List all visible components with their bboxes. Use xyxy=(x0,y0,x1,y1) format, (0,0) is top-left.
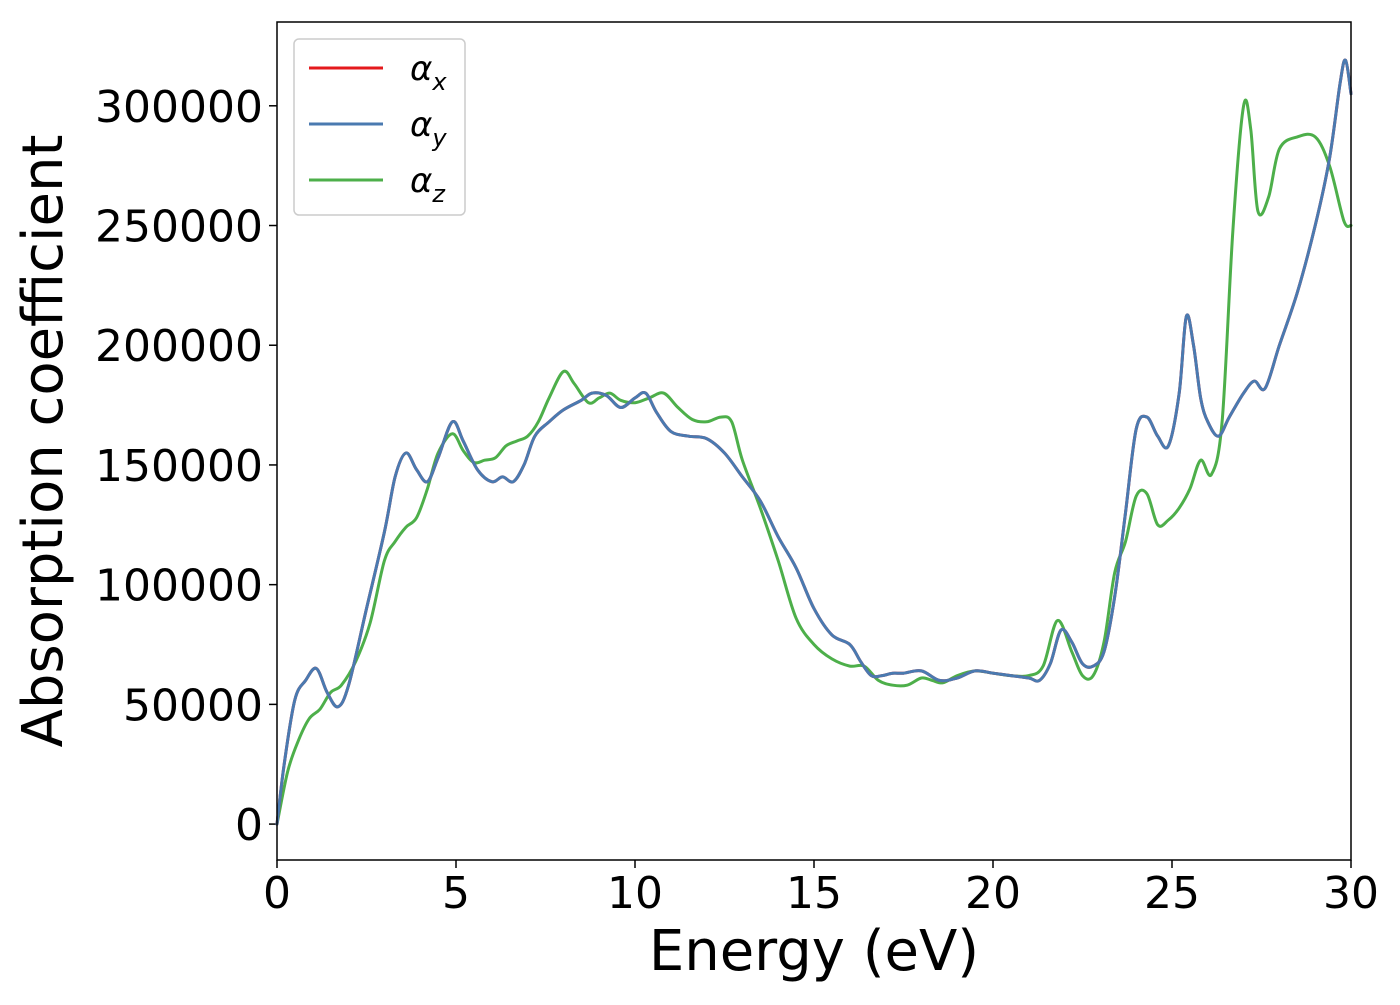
x-tick-label: 0 xyxy=(263,868,291,919)
legend-label-main: α xyxy=(410,161,432,201)
x-tick-label: 30 xyxy=(1323,868,1379,919)
plot-frame xyxy=(276,21,1352,861)
legend-label-main: α xyxy=(410,49,432,89)
axis-ticks: 0 5 10 15 20 25 30 0 50000 100000 150000 200000 2500… xyxy=(95,82,1379,919)
y-tick-label: 50000 xyxy=(123,680,263,731)
x-tick-label: 5 xyxy=(442,868,470,919)
legend-label-x: αx xyxy=(410,49,447,96)
x-tick-label: 10 xyxy=(607,868,663,919)
y-tick-label: 100000 xyxy=(95,561,263,612)
legend-box xyxy=(293,38,466,216)
y-tick-label: 250000 xyxy=(95,202,263,253)
series-line-y xyxy=(275,58,1353,826)
x-tick-label: 25 xyxy=(1144,868,1200,919)
legend-label-sub: z xyxy=(431,180,446,208)
y-axis-label: Absorption coefficient xyxy=(11,135,76,748)
legend-label-z: αz xyxy=(410,161,446,208)
legend-label-main: α xyxy=(410,105,432,145)
x-tick-label: 20 xyxy=(965,868,1021,919)
y-tick-label: 200000 xyxy=(95,321,263,372)
x-tick-label: 15 xyxy=(786,868,842,919)
y-tick-label: 150000 xyxy=(95,441,263,492)
y-tick-label: 0 xyxy=(235,800,263,851)
x-axis-label: Energy (eV) xyxy=(649,919,979,984)
series-lines xyxy=(275,58,1353,826)
legend-label-sub: y xyxy=(431,124,447,152)
legend-label-sub: x xyxy=(431,68,447,96)
legend-label-y: αy xyxy=(410,105,447,152)
y-tick-label: 300000 xyxy=(95,82,263,133)
